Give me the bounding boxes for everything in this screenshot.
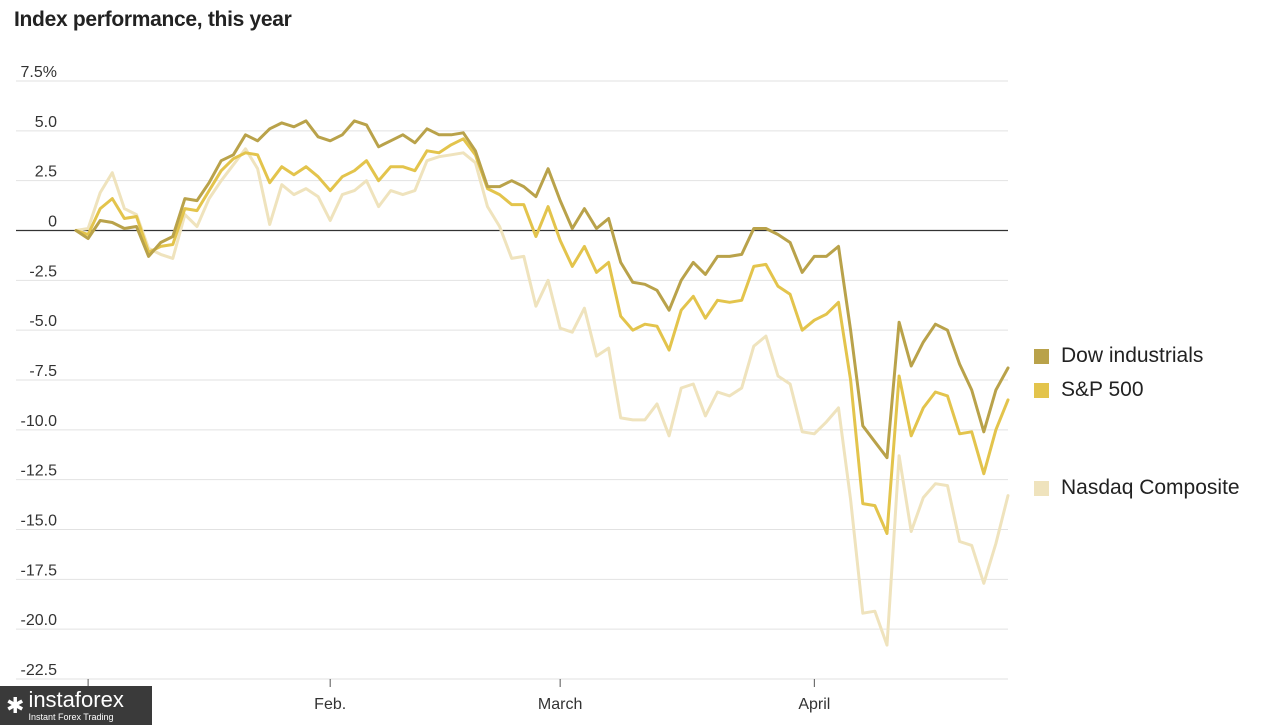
y-tick-label: -5.0 <box>29 313 57 330</box>
y-tick-label: -7.5 <box>29 363 57 380</box>
y-tick-label: -20.0 <box>21 612 58 629</box>
watermark-tagline: Instant Forex Trading <box>28 712 114 722</box>
legend-item-dow: Dow industrials <box>1034 344 1203 368</box>
legend-item-sp500: S&P 500 <box>1034 378 1144 402</box>
y-tick-label: -15.0 <box>21 513 58 530</box>
x-axis-ticks: Feb. March April <box>87 679 830 713</box>
watermark-logo-icon: ✱ <box>6 692 25 718</box>
legend-label-sp500: S&P 500 <box>1061 378 1144 401</box>
y-tick-label: -12.5 <box>21 463 58 480</box>
series-line-nasdaq <box>74 147 1010 647</box>
series-line-sp500 <box>74 137 1010 535</box>
series-lines <box>74 119 1010 647</box>
legend-label-nasdaq: Nasdaq Composite <box>1061 476 1240 499</box>
x-tick-label: Feb. <box>314 696 346 713</box>
series-line-dow <box>74 119 1010 460</box>
legend-label-dow: Dow industrials <box>1061 344 1204 367</box>
legend-swatch-dow <box>1034 348 1049 364</box>
y-tick-label: 2.5 <box>35 164 57 181</box>
y-tick-label: -2.5 <box>29 263 57 280</box>
watermark-brand: instaforex <box>28 687 124 712</box>
y-tick-label: -22.5 <box>21 662 58 679</box>
grid-lines <box>16 80 1008 680</box>
legend-swatch-sp500 <box>1034 382 1049 398</box>
legend-swatch-nasdaq <box>1034 480 1049 496</box>
y-tick-label: -10.0 <box>21 413 58 430</box>
x-tick-label: April <box>798 696 830 713</box>
x-tick-label: March <box>538 696 582 713</box>
y-axis-ticks: 7.5% 5.0 2.5 0 -2.5 -5.0 -7.5 -10.0 -12.5 -15.0 -1… <box>21 64 58 679</box>
chart-title: Index performance, this year <box>14 8 292 31</box>
y-tick-label: 7.5% <box>21 64 57 81</box>
y-tick-label: 5.0 <box>35 114 57 131</box>
watermark: ✱ instaforex Instant Forex Trading <box>0 686 152 725</box>
y-tick-label: 0 <box>48 214 57 231</box>
legend-item-nasdaq: Nasdaq Composite <box>1034 476 1240 500</box>
y-tick-label: -17.5 <box>21 562 58 579</box>
